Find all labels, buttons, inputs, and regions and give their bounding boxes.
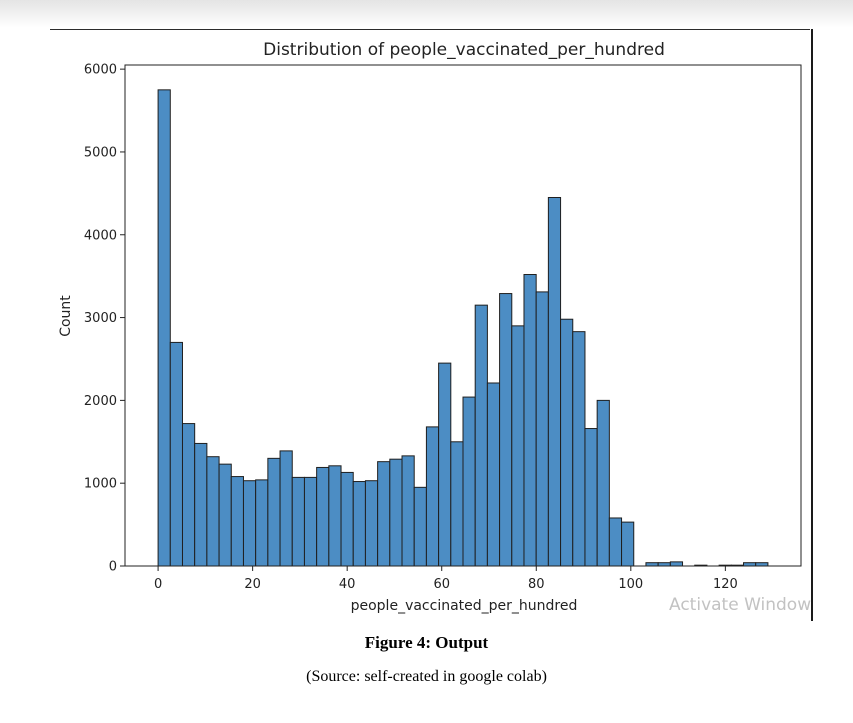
x-axis-ticks: 0 20 40 60 80 100 120 — [154, 566, 738, 592]
histogram-bar — [389, 458, 403, 567]
histogram-bar — [242, 480, 257, 567]
x-tick-label: 80 — [528, 577, 545, 592]
x-tick-label: 100 — [618, 577, 643, 592]
histogram-bar — [621, 521, 635, 567]
histogram-bar — [425, 426, 440, 567]
histogram-bar — [218, 463, 232, 567]
histogram-bar — [608, 517, 623, 567]
histogram-bar — [157, 89, 171, 567]
histogram-bar — [584, 428, 598, 567]
histogram-bar — [291, 476, 305, 567]
histogram-bar — [413, 486, 427, 567]
x-axis-label: people_vaccinated_per_hundred — [351, 598, 578, 614]
histogram-bar — [206, 456, 220, 567]
x-tick-label: 120 — [713, 577, 738, 592]
y-tick-label: 2000 — [84, 394, 117, 409]
histogram-bar — [560, 318, 574, 567]
histogram-bar — [194, 442, 208, 567]
y-axis-label: Count — [58, 295, 74, 337]
plot-frame — [124, 64, 802, 567]
histogram-bar — [596, 399, 610, 567]
right-divider — [811, 29, 813, 621]
y-tick-label: 5000 — [84, 145, 117, 160]
source-caption: (Source: self-created in google colab) — [306, 668, 547, 685]
histogram-bar — [499, 293, 513, 567]
y-tick-label: 6000 — [84, 63, 117, 78]
histogram-bar — [401, 455, 415, 567]
histogram-bar — [377, 461, 391, 567]
bars-group — [157, 89, 769, 567]
histogram-bar — [364, 480, 379, 567]
histogram-bar — [267, 457, 281, 567]
histogram-bar — [255, 479, 269, 567]
activate-windows-watermark: Activate Windows — [669, 595, 811, 615]
top-shade — [0, 0, 853, 28]
y-tick-label: 1000 — [84, 477, 117, 492]
x-tick-label: 40 — [339, 577, 356, 592]
histogram-bar — [572, 331, 586, 567]
histogram-bar — [316, 466, 330, 567]
histogram-bar — [352, 481, 366, 567]
histogram-bar — [462, 396, 476, 567]
histogram-bar — [547, 196, 562, 567]
histogram-bar — [169, 341, 183, 567]
histogram-bar — [230, 476, 244, 567]
y-tick-label: 0 — [109, 560, 117, 575]
y-axis-ticks: 0 1000 2000 3000 4000 5000 6000 — [84, 63, 125, 575]
histogram-bar — [328, 465, 342, 567]
figure-caption: Figure 4: Output — [364, 633, 489, 652]
y-tick-label: 3000 — [84, 311, 117, 326]
histogram-bar — [669, 561, 684, 567]
y-tick-label: 4000 — [84, 228, 117, 243]
chart-title: Distribution of people_vaccinated_per_hu… — [263, 40, 665, 60]
histogram-bar — [486, 382, 501, 567]
histogram-bar — [523, 274, 537, 567]
histogram-bar — [450, 441, 464, 567]
x-tick-label: 0 — [154, 577, 162, 592]
histogram-bar — [474, 304, 488, 567]
histogram-bar — [511, 325, 525, 567]
histogram-bar — [535, 291, 549, 567]
top-divider — [50, 29, 810, 30]
x-tick-label: 20 — [244, 577, 261, 592]
x-tick-label: 60 — [433, 577, 450, 592]
histogram-bar — [181, 423, 196, 567]
histogram-bar — [279, 450, 293, 567]
histogram-bar — [340, 471, 354, 567]
histogram-bar — [438, 362, 452, 567]
histogram-bar — [303, 476, 318, 567]
